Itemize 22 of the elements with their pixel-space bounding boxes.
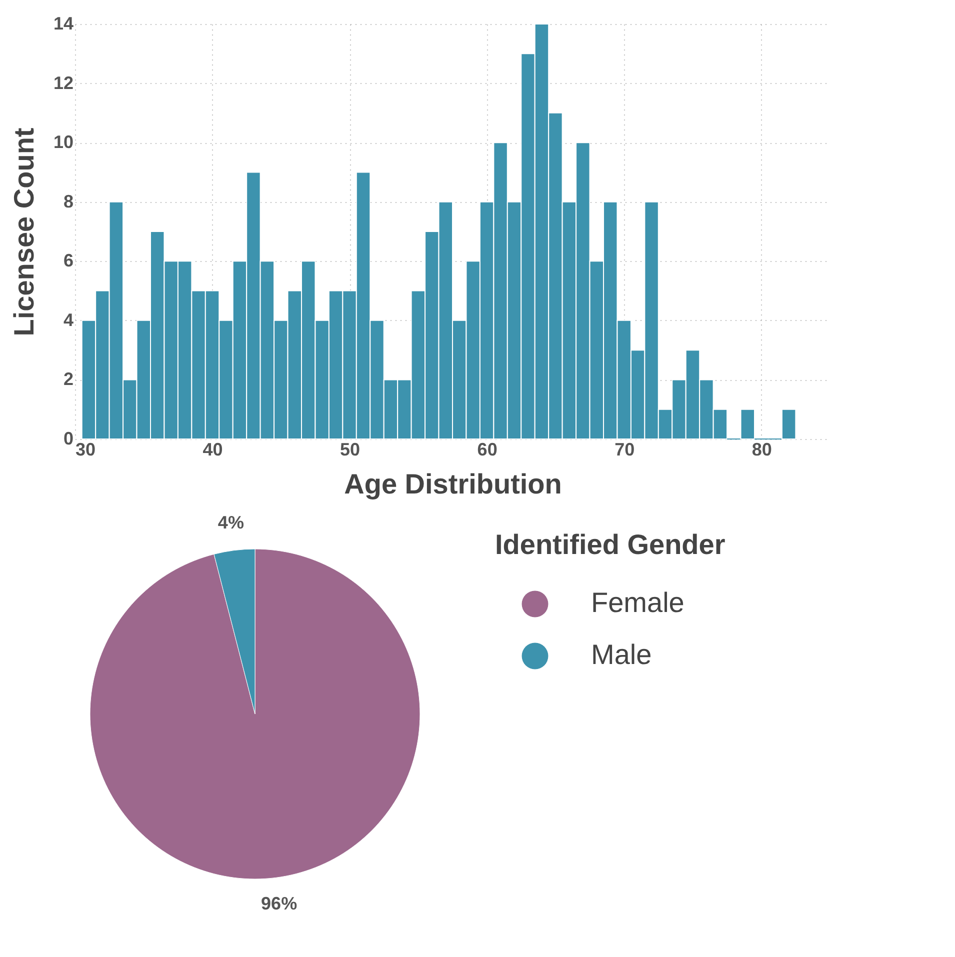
x-tick-label: 50: [340, 440, 360, 460]
x-tick-label: 30: [76, 440, 96, 460]
y-axis-title: Licensee Count: [8, 128, 40, 336]
x-tick-label: 40: [202, 440, 223, 460]
x-axis-title: Age Distribution: [344, 468, 562, 500]
x-tick-label: 80: [752, 440, 772, 460]
pie-slice: [90, 548, 420, 879]
x-tick-label: 60: [477, 440, 498, 460]
legend-title: Identified Gender: [495, 529, 726, 560]
y-tick-label: 8: [63, 191, 74, 212]
data-label: 4%: [218, 512, 244, 533]
data-label: 96%: [261, 893, 298, 914]
y-tick-label: 12: [53, 72, 74, 93]
y-tick-label: 4: [63, 310, 74, 330]
legend-label: Male: [591, 639, 652, 670]
y-tick-label: 2: [63, 369, 74, 390]
y-tick-label: 14: [53, 14, 74, 34]
y-tick-label: 6: [63, 250, 74, 271]
y-tick-label: 10: [53, 132, 74, 152]
legend-label: Female: [591, 587, 684, 618]
x-tick-label: 70: [614, 440, 635, 460]
y-tick-label: 0: [63, 428, 74, 448]
